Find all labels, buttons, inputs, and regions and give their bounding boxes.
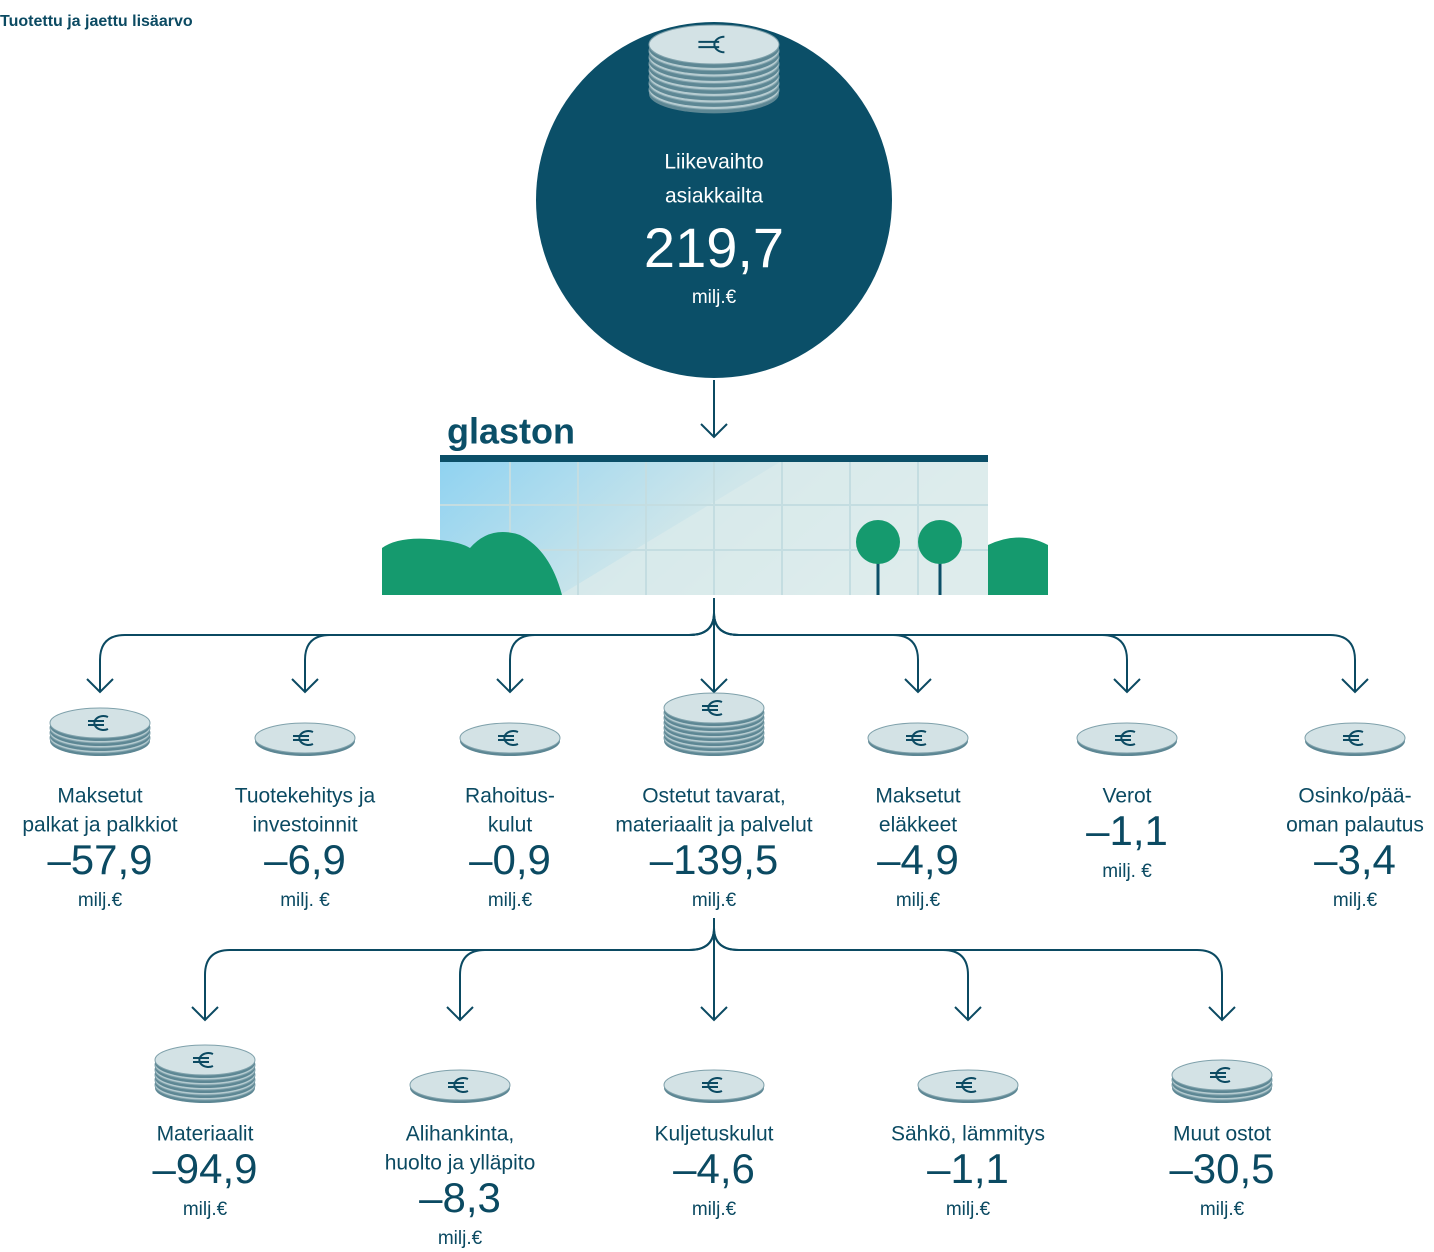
coin bbox=[1305, 723, 1405, 753]
item-unit: milj.€ bbox=[896, 890, 941, 911]
revenue-unit: milj.€ bbox=[692, 287, 737, 308]
coin-stack bbox=[918, 1070, 1018, 1103]
item-label: Osinko/pää- bbox=[1298, 785, 1411, 808]
coin bbox=[1172, 1060, 1272, 1090]
item-label: eläkkeet bbox=[879, 814, 957, 837]
coin-stack bbox=[255, 723, 355, 756]
item-value: –6,9 bbox=[264, 836, 346, 883]
item-value: –4,6 bbox=[673, 1145, 755, 1192]
item-value: –57,9 bbox=[47, 836, 152, 883]
item-unit: milj.€ bbox=[78, 890, 123, 911]
coin-stack bbox=[1172, 1060, 1272, 1103]
connector bbox=[714, 918, 968, 1020]
connector bbox=[714, 598, 918, 692]
item-label: investoinnit bbox=[252, 814, 357, 837]
building bbox=[382, 455, 1048, 595]
coin-stack bbox=[868, 723, 968, 756]
item-label: Sähkö, lämmitys bbox=[891, 1123, 1045, 1146]
item-unit: milj.€ bbox=[488, 890, 533, 911]
coin-stack bbox=[410, 1070, 510, 1103]
connector bbox=[100, 598, 714, 692]
item-unit: milj.€ bbox=[438, 1228, 483, 1249]
item-value: –1,1 bbox=[1086, 807, 1168, 854]
coin bbox=[1077, 723, 1177, 753]
item-value: –30,5 bbox=[1169, 1145, 1274, 1192]
coin bbox=[664, 693, 764, 723]
revenue-label: Liikevaihto bbox=[664, 151, 763, 174]
item-label: palkat ja palkkiot bbox=[22, 814, 177, 837]
item-label: materiaalit ja palvelut bbox=[615, 814, 812, 837]
item-label: kulut bbox=[488, 814, 533, 837]
connector bbox=[510, 598, 714, 692]
coin-stack bbox=[664, 693, 764, 756]
coin-stack bbox=[460, 723, 560, 756]
item-label: Tuotekehitys ja bbox=[235, 785, 376, 808]
item-unit: milj.€ bbox=[1333, 890, 1378, 911]
item-label: Muut ostot bbox=[1173, 1123, 1271, 1146]
coin bbox=[410, 1070, 510, 1100]
coin-stack bbox=[664, 1070, 764, 1103]
connector bbox=[714, 598, 1127, 692]
item-label: Maksetut bbox=[875, 785, 960, 808]
coin bbox=[664, 1070, 764, 1100]
logo: glaston bbox=[447, 411, 575, 452]
item-unit: milj.€ bbox=[183, 1199, 228, 1220]
coin bbox=[460, 723, 560, 753]
item-label: Materiaalit bbox=[157, 1123, 254, 1146]
infographic: Tuotettu ja jaettu lisäarvo glaston Liik… bbox=[0, 0, 1434, 1252]
coin bbox=[50, 708, 150, 738]
item-label: Alihankinta, bbox=[406, 1123, 515, 1146]
revenue-label: asiakkailta bbox=[665, 185, 763, 208]
item-label: Verot bbox=[1102, 785, 1151, 808]
item-value: –3,4 bbox=[1314, 836, 1396, 883]
item-unit: milj.€ bbox=[946, 1199, 991, 1220]
item-unit: milj.€ bbox=[692, 890, 737, 911]
coin bbox=[155, 1045, 255, 1075]
revenue-value: 219,7 bbox=[644, 216, 784, 279]
item-value: –4,9 bbox=[877, 836, 959, 883]
item-unit: milj. € bbox=[280, 890, 330, 911]
item-label: Ostetut tavarat, bbox=[642, 785, 786, 808]
item-value: –139,5 bbox=[650, 836, 778, 883]
item-label: Maksetut bbox=[57, 785, 142, 808]
coin-stack bbox=[1305, 723, 1405, 756]
item-value: –1,1 bbox=[927, 1145, 1009, 1192]
item-label: Kuljetuskulut bbox=[654, 1123, 773, 1146]
item-value: –94,9 bbox=[152, 1145, 257, 1192]
connector bbox=[701, 380, 727, 437]
item-label: oman palautus bbox=[1286, 814, 1424, 837]
connector bbox=[460, 918, 714, 1020]
connector bbox=[714, 598, 1355, 692]
item-label: Rahoitus- bbox=[465, 785, 555, 808]
coin bbox=[255, 723, 355, 753]
coin-stack bbox=[649, 25, 779, 113]
coin-stack bbox=[50, 708, 150, 756]
coin bbox=[918, 1070, 1018, 1100]
item-unit: milj.€ bbox=[692, 1199, 737, 1220]
item-value: –8,3 bbox=[419, 1174, 501, 1221]
coin-stack bbox=[155, 1045, 255, 1103]
item-unit: milj. € bbox=[1102, 861, 1152, 882]
item-value: –0,9 bbox=[469, 836, 551, 883]
page-title: Tuotettu ja jaettu lisäarvo bbox=[0, 13, 193, 30]
item-unit: milj.€ bbox=[1200, 1199, 1245, 1220]
item-label: huolto ja ylläpito bbox=[385, 1152, 536, 1175]
coin bbox=[868, 723, 968, 753]
coin-stack bbox=[1077, 723, 1177, 756]
